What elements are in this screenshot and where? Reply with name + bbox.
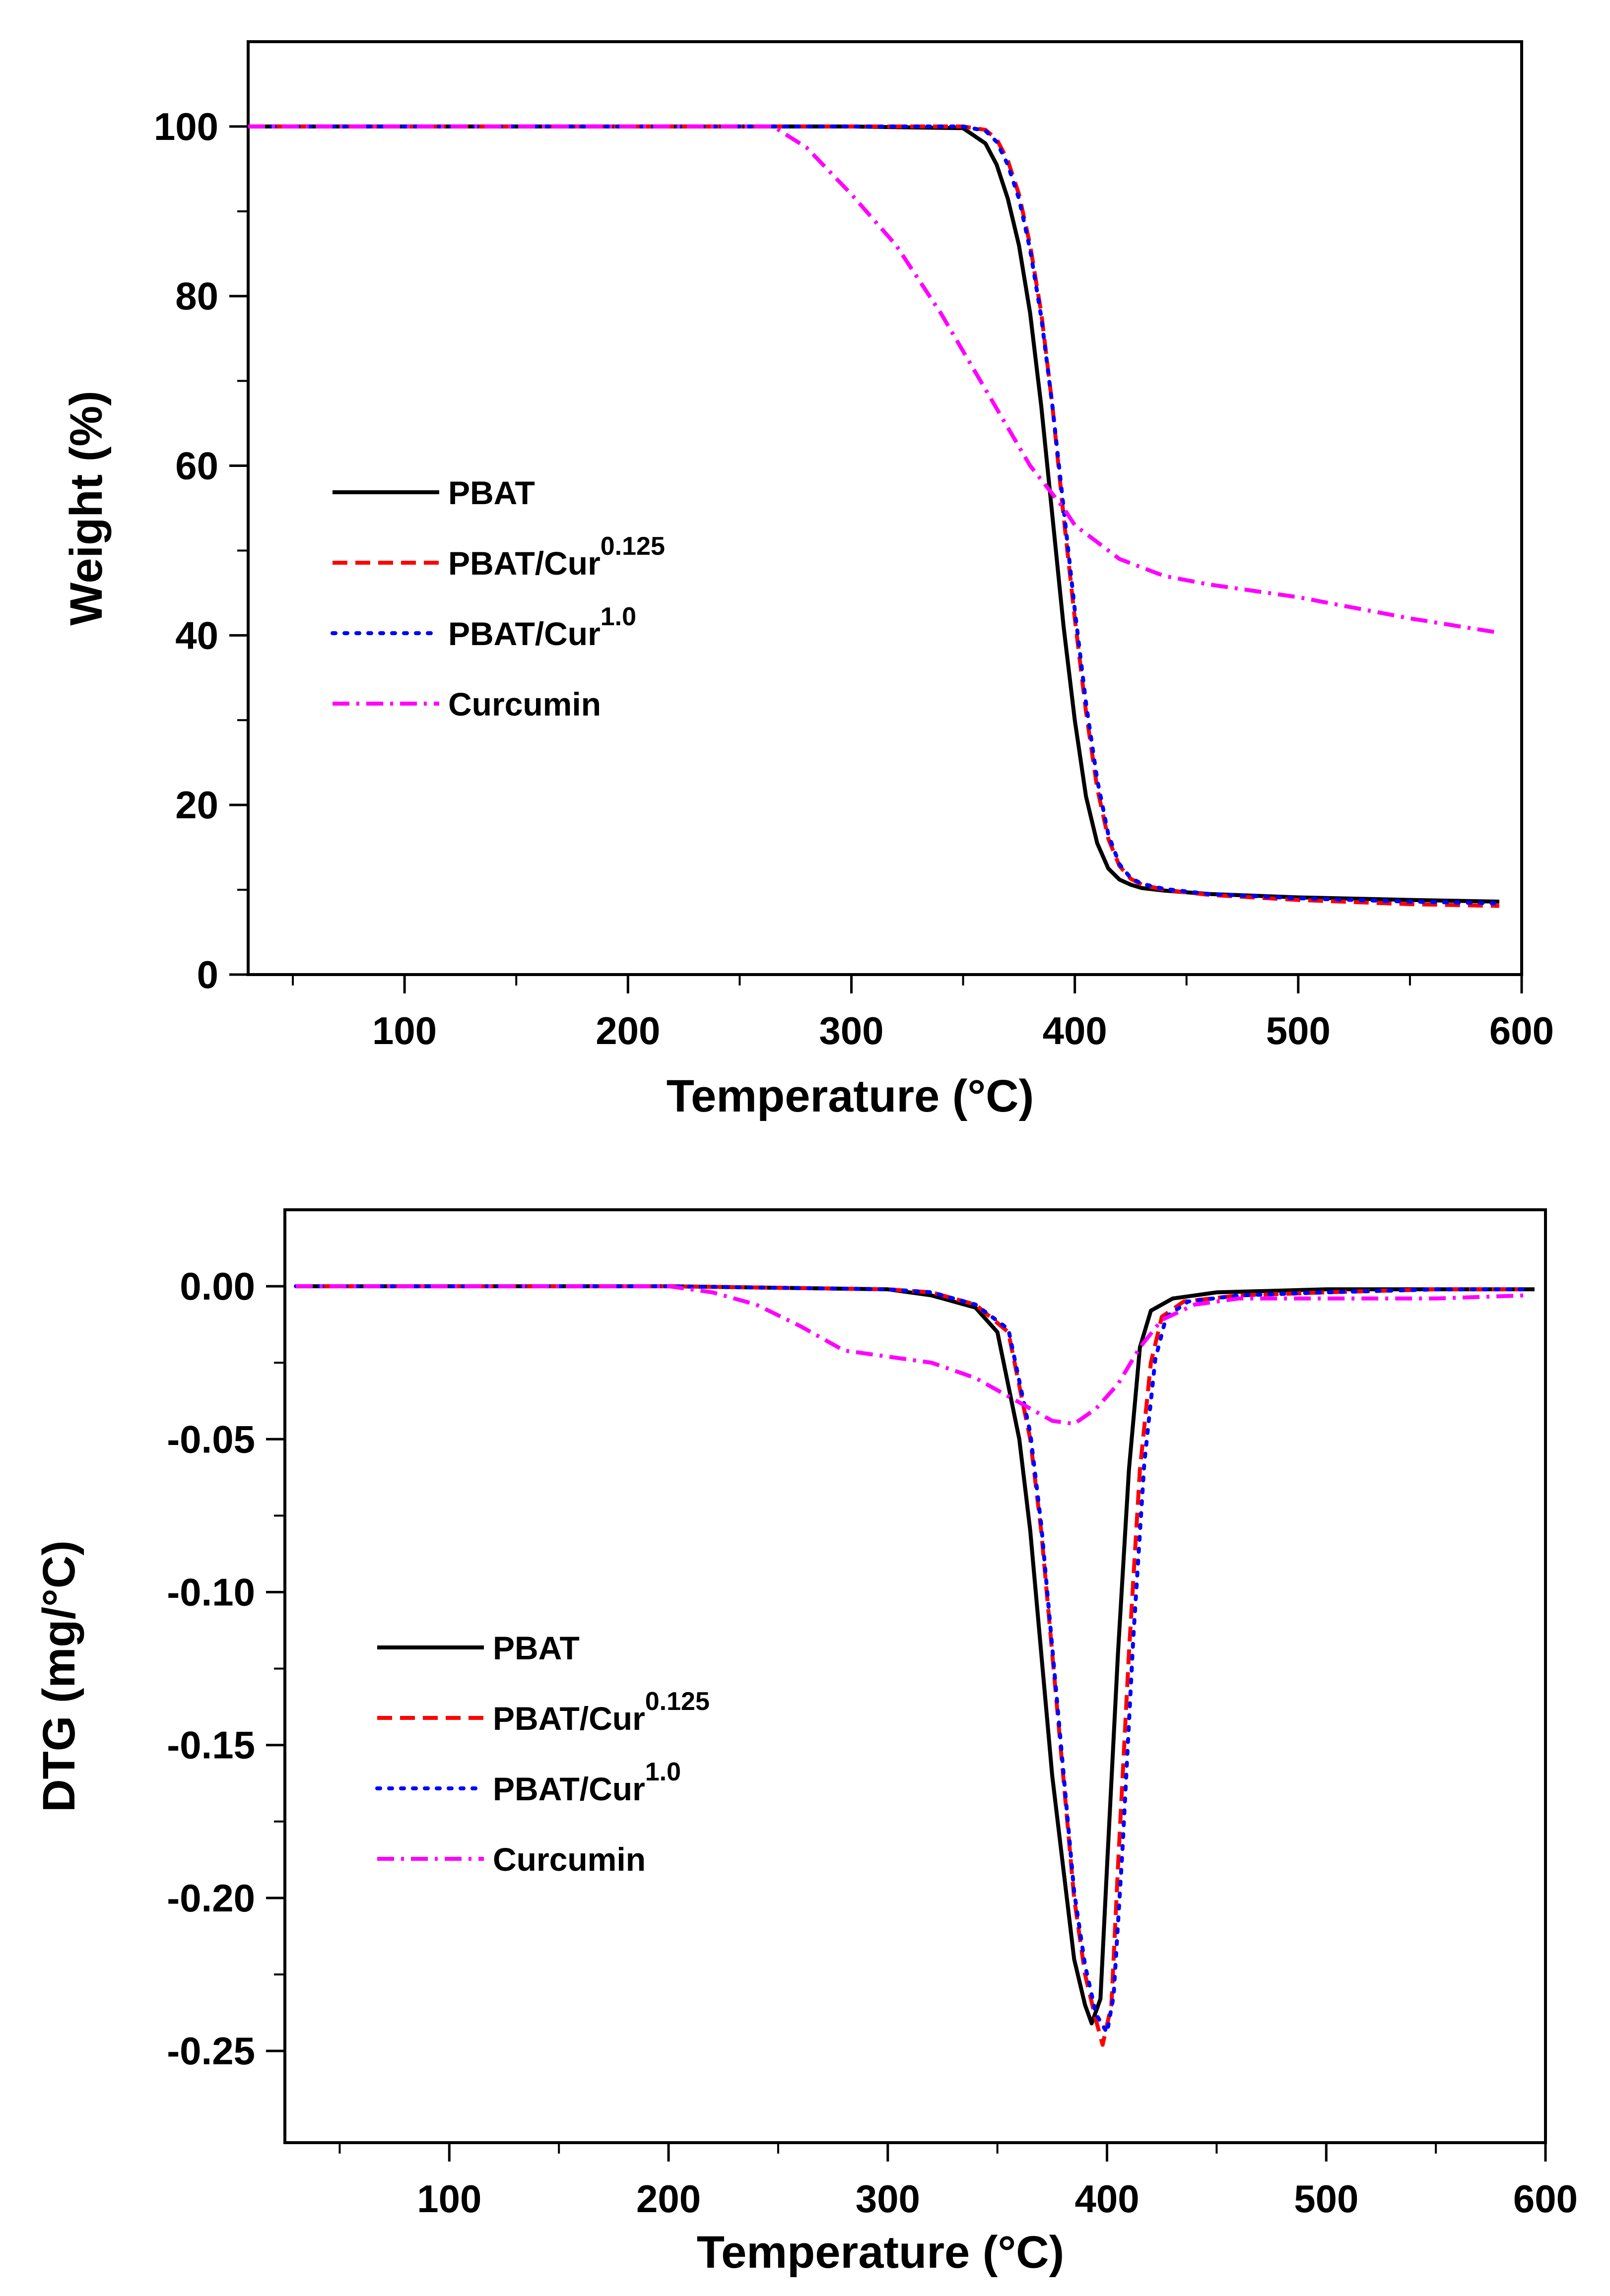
legend-label-name: PBAT [448,474,535,511]
y-axis-title: Weight (%) [61,391,112,626]
legend-label: PBAT [493,1630,580,1666]
y-tick-label: 80 [175,274,218,318]
x-tick-label: 400 [1074,2177,1139,2221]
y-tick-label: -0.25 [167,2029,255,2073]
x-tick-label: 300 [819,1009,883,1052]
legend-label-superscript: 0.125 [601,532,665,561]
legend-label: PBAT/Cur1.0 [448,602,636,652]
legend-label: PBAT [448,474,535,511]
y-tick-label: 0.00 [180,1264,255,1308]
x-tick-label: 500 [1294,2177,1358,2221]
legend-label: Curcumin [493,1841,646,1878]
legend-label: PBAT/Cur0.125 [448,532,665,582]
x-tick-label: 200 [596,1009,660,1052]
x-axis-title: Temperature (°C) [667,1071,1034,1121]
dtg-panel: 100 200 300 400 500 600 0.00 -0.05 -0.10 -0.15 -0.… [34,1208,1578,2278]
series-line-pbat-cur-0-125 [248,124,1500,908]
legend-label-name: Curcumin [448,686,601,722]
series-line-pbat-cur-0-125 [296,1284,1524,2047]
y-axis-title: DTG (mg/°C) [34,1540,84,1812]
x-axis-title: Temperature (°C) [697,2227,1065,2278]
x-tick-label: 200 [636,2177,701,2221]
series-line-pbat [248,124,1500,904]
series-line-curcumin [296,1284,1524,1426]
series-line-pbat [296,1284,1535,2026]
y-tick-label: 100 [154,105,218,148]
x-tick-label: 300 [856,2177,920,2221]
legend-label: PBAT/Cur1.0 [493,1758,681,1807]
legend-label-name: PBAT/Cur [493,1700,645,1737]
x-tick-label: 600 [1489,1009,1554,1052]
y-tick-label: 40 [175,613,218,657]
legend-label-name: Curcumin [493,1841,646,1878]
plot-frame [247,40,1523,976]
x-tick-label: 400 [1043,1009,1107,1052]
legend-label-superscript: 1.0 [645,1758,681,1786]
legend-label-superscript: 1.0 [601,602,636,631]
plot-frame [283,1208,1547,2144]
legend-label: PBAT/Cur0.125 [493,1687,710,1737]
legend-label-name: PBAT/Cur [493,1771,645,1807]
x-tick-label: 600 [1513,2177,1578,2221]
y-tick-label: -0.10 [167,1570,255,1614]
series-line-pbat-cur-1-0 [294,1284,1526,2035]
legend-label: Curcumin [448,686,601,722]
series-line-pbat-cur-1-0 [248,124,1501,906]
y-tick-label: -0.20 [167,1876,255,1920]
x-tick-label: 100 [417,2177,481,2221]
legend-label-name: PBAT/Cur [448,615,601,652]
legend-label-name: PBAT/Cur [448,545,601,582]
y-tick-label: 60 [175,444,218,488]
y-tick-label: -0.05 [167,1417,255,1461]
y-tick-label: 0 [197,953,218,996]
legend-label-name: PBAT [493,1630,580,1666]
series-line-curcumin [248,124,1500,635]
legend-label-superscript: 0.125 [645,1687,710,1716]
y-tick-label: -0.15 [167,1723,255,1767]
y-tick-label: 20 [175,783,218,827]
tga-weight-panel: 100 200 300 400 500 600 0 20 40 60 80 100 Temperatur… [61,40,1554,1121]
x-tick-label: 100 [372,1009,437,1052]
x-tick-label: 500 [1266,1009,1331,1052]
